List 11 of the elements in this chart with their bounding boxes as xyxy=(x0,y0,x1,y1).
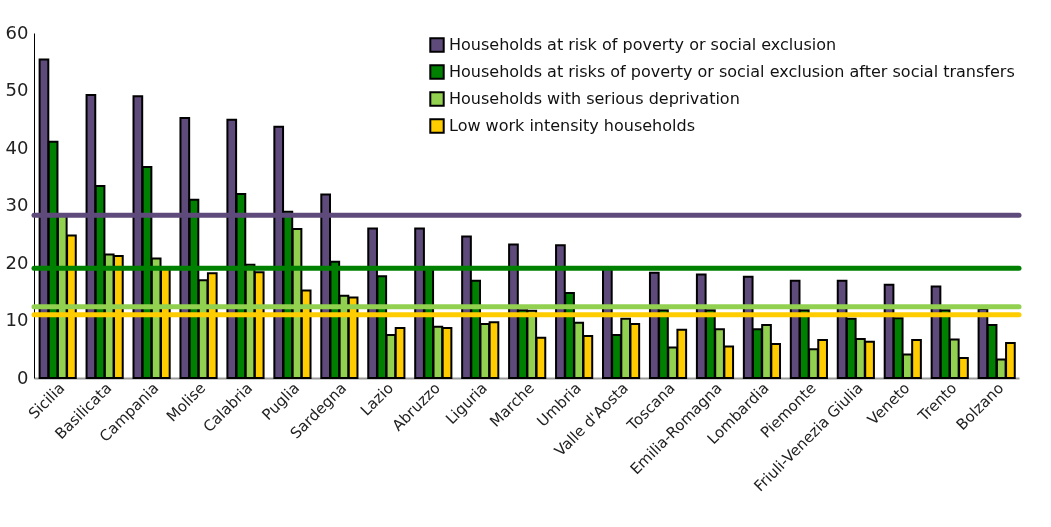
legend-label: Households at risks of poverty or social exclusion after social transfers xyxy=(449,62,1015,81)
y-tick-label: 10 xyxy=(5,309,29,330)
y-tick-label: 20 xyxy=(5,251,29,273)
legend-label: Households with serious deprivation xyxy=(449,89,740,108)
y-tick-label: 50 xyxy=(5,79,29,100)
y-tick-label: 0 xyxy=(17,366,29,388)
legend-label: Households at risk of poverty or social exclusion xyxy=(449,35,837,54)
legend-label: Low work intensity households xyxy=(449,116,695,135)
y-tick-label: 40 xyxy=(5,136,29,158)
y-tick-label: 30 xyxy=(5,194,29,215)
y-tick-label: 60 xyxy=(5,21,29,43)
